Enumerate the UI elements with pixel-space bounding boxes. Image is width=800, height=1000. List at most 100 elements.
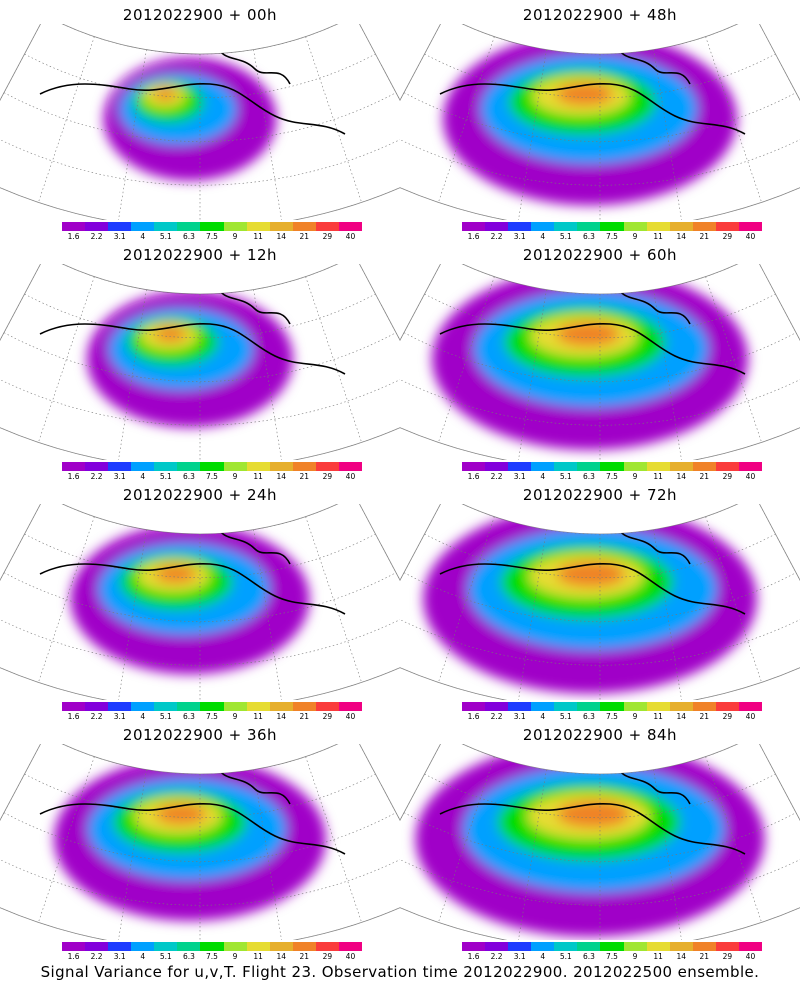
colorbar-swatch — [554, 942, 578, 951]
colorbar-label: 5.1 — [159, 472, 172, 481]
coastline — [439, 43, 746, 135]
colorbar-swatch — [315, 222, 339, 231]
colorbar-label: 4 — [140, 472, 146, 481]
colorbar-label: 6.3 — [582, 472, 595, 481]
variance-field-peak — [154, 87, 177, 101]
panel-title: 2012022900 + 12h — [122, 246, 278, 264]
colorbar-swatch — [154, 222, 178, 231]
colorbar-swatch — [246, 942, 270, 951]
colorbar-swatch — [200, 222, 224, 231]
colorbar-label: 7.5 — [606, 952, 618, 961]
longitude-line — [305, 516, 362, 683]
latitude-line — [400, 610, 800, 666]
colorbar-label: 7.5 — [606, 472, 618, 481]
coastline — [39, 523, 346, 615]
colorbar-label: 6.3 — [182, 952, 195, 961]
colorbar-swatch — [623, 222, 647, 231]
colorbar-swatch — [715, 222, 739, 231]
colorbar-label: 29 — [322, 232, 333, 241]
colorbar-label: 9 — [232, 712, 238, 721]
colorbar-swatch — [338, 462, 363, 471]
colorbar-swatch — [200, 702, 224, 711]
longitude-line — [517, 49, 547, 220]
colorbar-label: 2.2 — [490, 952, 503, 961]
colorbar-swatch — [554, 702, 578, 711]
colorbar-swatch — [223, 942, 247, 951]
colorbar-label: 2.2 — [490, 232, 503, 241]
latitude-line — [3, 92, 397, 142]
colorbar-swatch — [131, 222, 155, 231]
map-panel: 2012022900 + 84h 1.6 2.2 3.1 4 5.1 6.3 7.5 9 11 14… — [400, 720, 800, 965]
latitude-line — [3, 572, 397, 622]
colorbar-label: 7.5 — [206, 232, 218, 241]
colorbar-label: 3.1 — [513, 952, 526, 961]
colorbar-label: 1.6 — [467, 712, 480, 721]
map-panel: 2012022900 + 00h 1.6 2.2 3.1 4 5.1 6.3 7.5 9 11 14… — [0, 0, 400, 245]
colorbar-label: 6.3 — [182, 472, 195, 481]
colorbar-swatch — [600, 702, 624, 711]
colorbar-label: 4 — [540, 232, 546, 241]
colorbar-swatch — [131, 462, 155, 471]
map-panel: 2012022900 + 12h 1.6 2.2 3.1 4 5.1 6.3 7.5 9 11 14… — [0, 240, 400, 485]
longitude-line — [754, 504, 800, 651]
colorbar-label: 11 — [253, 952, 263, 961]
latitude-line — [403, 572, 797, 622]
longitude-line — [653, 289, 683, 460]
colorbar-label: 29 — [722, 232, 733, 241]
colorbar-swatch — [623, 942, 647, 951]
longitude-line — [653, 49, 683, 220]
colorbar: 1.6 2.2 3.1 4 5.1 6.3 7.5 9 11 14 21 29 40 — [462, 942, 763, 964]
colorbar-swatch — [200, 942, 224, 951]
colorbar-swatch — [462, 702, 486, 711]
longitude-line — [354, 24, 400, 171]
colorbar-label: 4 — [540, 472, 546, 481]
latitude-line — [0, 130, 400, 186]
longitude-line — [38, 756, 95, 923]
colorbar-label: 5.1 — [559, 232, 572, 241]
colorbar-swatch — [292, 462, 316, 471]
colorbar-swatch — [692, 462, 716, 471]
longitude-line — [117, 769, 147, 940]
colorbar-swatch — [131, 702, 155, 711]
latitude-line — [403, 92, 797, 142]
colorbar-label: 21 — [699, 712, 710, 721]
colorbar-label: 9 — [232, 952, 238, 961]
colorbar-swatch — [108, 222, 132, 231]
colorbar-swatch — [692, 942, 716, 951]
longitude-line — [517, 769, 547, 940]
colorbar-swatch — [692, 702, 716, 711]
longitude-line — [438, 516, 495, 683]
colorbar-swatch — [292, 942, 316, 951]
colorbar-label: 5.1 — [559, 712, 572, 721]
colorbar-swatch — [315, 942, 339, 951]
colorbar-label: 9 — [632, 952, 638, 961]
colorbar-label: 14 — [276, 472, 286, 481]
longitude-line — [400, 24, 446, 171]
colorbar-label: 6.3 — [582, 952, 595, 961]
variance-map — [0, 24, 400, 220]
colorbar-label: 29 — [722, 952, 733, 961]
colorbar-label: 21 — [299, 712, 310, 721]
colorbar-label: 2.2 — [90, 712, 103, 721]
longitude-line — [754, 24, 800, 171]
colorbar-label: 9 — [632, 472, 638, 481]
colorbar: 1.6 2.2 3.1 4 5.1 6.3 7.5 9 11 14 21 29 40 — [462, 462, 763, 484]
colorbar-swatch — [462, 462, 486, 471]
variance-field-peak — [155, 564, 197, 584]
colorbar-swatch — [738, 222, 763, 231]
colorbar-swatch — [508, 222, 532, 231]
colorbar-label: 14 — [276, 232, 286, 241]
panel-title: 2012022900 + 60h — [522, 246, 678, 264]
colorbar-swatch — [646, 942, 670, 951]
colorbar-label: 1.6 — [67, 712, 80, 721]
colorbar-label: 1.6 — [467, 472, 480, 481]
colorbar-swatch — [531, 462, 555, 471]
colorbar-swatch — [531, 702, 555, 711]
longitude-line — [438, 276, 495, 443]
colorbar-swatch — [108, 462, 132, 471]
colorbar-swatch — [577, 222, 601, 231]
colorbar-label: 11 — [253, 232, 263, 241]
longitude-line — [354, 264, 400, 411]
longitude-line — [117, 289, 147, 460]
longitude-line — [253, 289, 283, 460]
